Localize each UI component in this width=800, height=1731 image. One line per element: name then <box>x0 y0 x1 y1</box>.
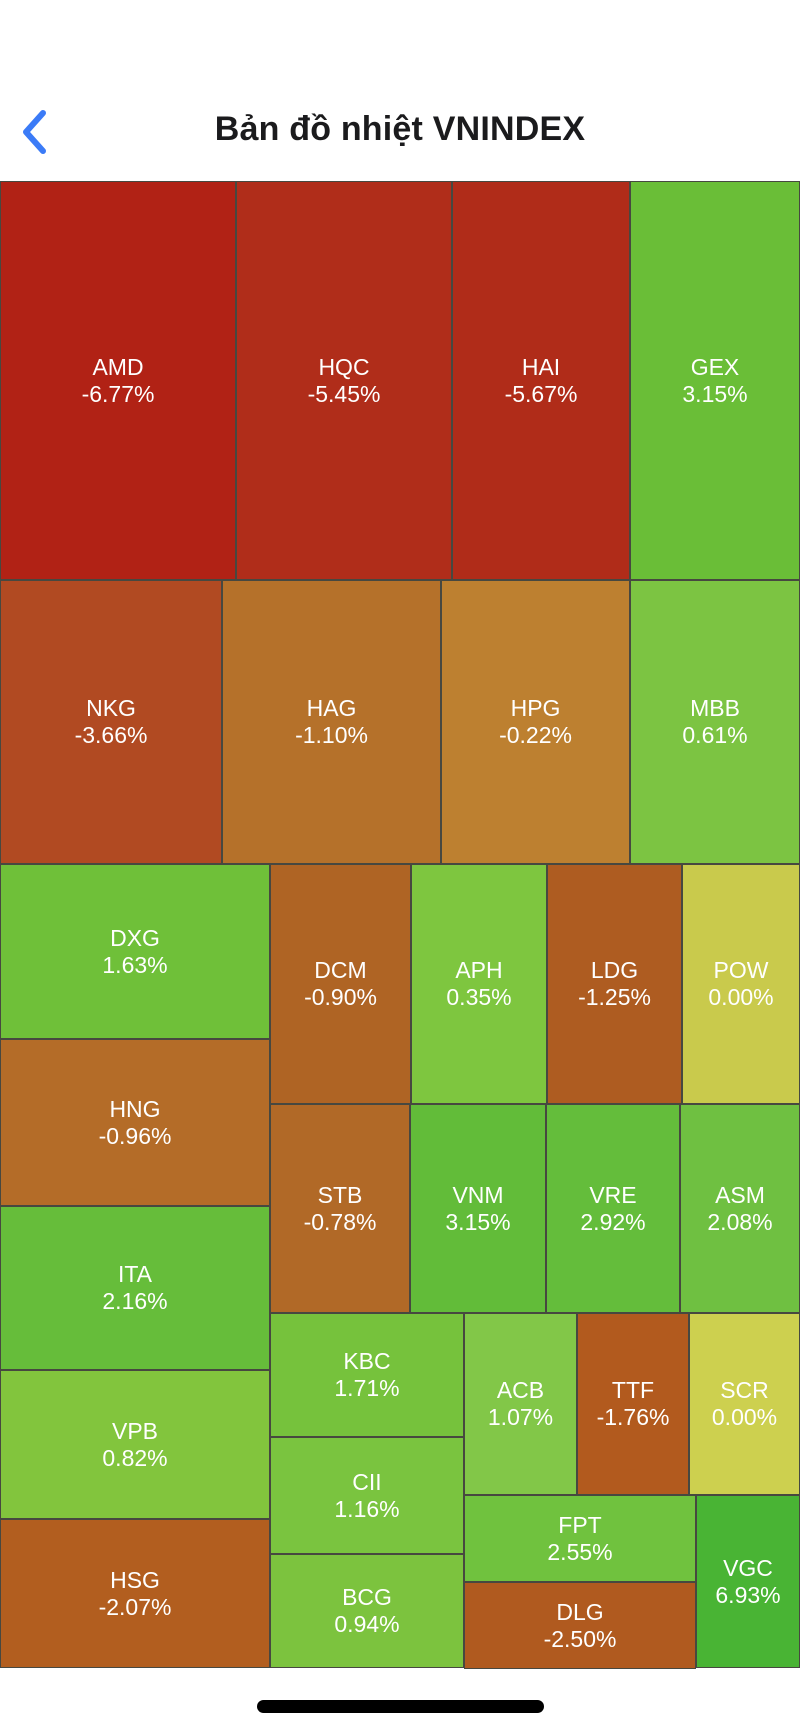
tile-ticker: DXG <box>110 924 160 951</box>
tile-change: -5.45% <box>307 380 381 407</box>
tile-ticker: CII <box>352 1468 382 1495</box>
tile-MBB[interactable]: MBB 0.61% <box>630 580 800 864</box>
tile-GEX[interactable]: GEX 3.15% <box>630 181 800 580</box>
tile-ticker: STB <box>317 1181 363 1208</box>
tile-HQC[interactable]: HQC -5.45% <box>236 181 452 580</box>
tile-ticker: POW <box>713 957 769 983</box>
tile-ticker: VRE <box>589 1181 637 1208</box>
tile-ASM[interactable]: ASM 2.08% <box>680 1104 800 1313</box>
page-title: Bản đồ nhiệt VNINDEX <box>214 110 586 148</box>
tile-change: -1.25% <box>578 984 651 1010</box>
tile-ticker: HQC <box>318 353 370 380</box>
tile-TTF[interactable]: TTF -1.76% <box>577 1313 689 1495</box>
tile-change: 3.15% <box>445 1208 511 1235</box>
tile-ticker: HNG <box>109 1095 161 1122</box>
tile-HPG[interactable]: HPG -0.22% <box>441 580 630 864</box>
tile-change: 2.92% <box>580 1208 646 1235</box>
tile-HAI[interactable]: HAI -5.67% <box>452 181 630 580</box>
tile-change: 0.35% <box>446 984 512 1010</box>
tile-NKG[interactable]: NKG -3.66% <box>0 580 222 864</box>
tile-ticker: ACB <box>496 1377 545 1403</box>
tile-change: 3.15% <box>682 380 748 407</box>
tile-ticker: HAI <box>521 353 561 380</box>
tile-ticker: HSG <box>110 1566 160 1593</box>
tile-ticker: TTF <box>611 1377 655 1403</box>
tile-LDG[interactable]: LDG -1.25% <box>547 864 682 1104</box>
tile-HNG[interactable]: HNG -0.96% <box>0 1039 270 1206</box>
tile-change: 1.07% <box>487 1404 554 1430</box>
tile-VNM[interactable]: VNM 3.15% <box>410 1104 546 1313</box>
tile-ticker: DCM <box>314 957 367 983</box>
tile-ticker: MBB <box>690 695 740 721</box>
tile-STB[interactable]: STB -0.78% <box>270 1104 410 1313</box>
tile-change: -0.96% <box>98 1122 172 1149</box>
tile-change: -1.10% <box>295 722 368 748</box>
tile-change: -3.66% <box>74 722 148 748</box>
tile-ticker: BCG <box>342 1584 392 1610</box>
tile-VRE[interactable]: VRE 2.92% <box>546 1104 680 1313</box>
tile-KBC[interactable]: KBC 1.71% <box>270 1313 464 1437</box>
tile-change: 2.55% <box>547 1538 613 1565</box>
tile-ticker: DLG <box>556 1598 604 1625</box>
tile-BCG[interactable]: BCG 0.94% <box>270 1554 464 1668</box>
tile-change: -6.77% <box>81 380 155 407</box>
tile-change: 0.00% <box>708 984 774 1010</box>
tile-change: -2.50% <box>543 1625 617 1652</box>
tile-ticker: GEX <box>690 353 740 380</box>
tile-ticker: NKG <box>86 695 136 721</box>
tile-ticker: LDG <box>590 957 639 983</box>
tile-POW[interactable]: POW 0.00% <box>682 864 800 1104</box>
tile-DLG[interactable]: DLG -2.50% <box>464 1582 696 1669</box>
home-indicator-bar[interactable] <box>257 1700 544 1713</box>
tile-change: 2.08% <box>707 1208 773 1235</box>
chevron-left-icon <box>20 109 48 155</box>
tile-ticker: KBC <box>343 1348 391 1374</box>
tile-DCM[interactable]: DCM -0.90% <box>270 864 411 1104</box>
tile-change: 0.82% <box>102 1444 168 1471</box>
tile-change: 1.63% <box>102 951 168 978</box>
tile-ticker: VPB <box>111 1417 159 1444</box>
tile-APH[interactable]: APH 0.35% <box>411 864 547 1104</box>
tile-change: 0.94% <box>334 1611 400 1637</box>
tile-ticker: HAG <box>306 695 357 721</box>
tile-change: 1.16% <box>334 1495 400 1522</box>
tile-change: -0.22% <box>499 722 572 748</box>
tile-change: -5.67% <box>504 380 578 407</box>
tile-ticker: APH <box>455 957 503 983</box>
tile-VPB[interactable]: VPB 0.82% <box>0 1370 270 1519</box>
tile-change: 6.93% <box>715 1581 781 1608</box>
back-button[interactable] <box>10 100 58 164</box>
tile-FPT[interactable]: FPT 2.55% <box>464 1495 696 1582</box>
tile-ticker: AMD <box>92 353 144 380</box>
tile-SCR[interactable]: SCR 0.00% <box>689 1313 800 1495</box>
tile-ITA[interactable]: ITA 2.16% <box>0 1206 270 1370</box>
tile-ticker: HPG <box>510 695 561 721</box>
nav-header: Bản đồ nhiệt VNINDEX <box>0 0 800 181</box>
tile-ticker: SCR <box>720 1377 769 1403</box>
tile-ACB[interactable]: ACB 1.07% <box>464 1313 577 1495</box>
tile-ticker: VGC <box>723 1554 773 1581</box>
tile-change: -1.76% <box>596 1404 670 1430</box>
tile-HAG[interactable]: HAG -1.10% <box>222 580 441 864</box>
tile-ticker: FPT <box>558 1511 602 1538</box>
tile-change: 1.71% <box>334 1375 400 1401</box>
vnindex-heatmap: AMD -6.77% HQC -5.45% HAI -5.67% GEX 3.15% NKG -3… <box>0 181 800 1669</box>
tile-change: -0.78% <box>303 1208 377 1235</box>
tile-change: 0.00% <box>711 1404 778 1430</box>
tile-change: -0.90% <box>304 984 377 1010</box>
tile-HSG[interactable]: HSG -2.07% <box>0 1519 270 1668</box>
tile-ticker: ITA <box>117 1261 153 1287</box>
tile-ticker: VNM <box>452 1181 504 1208</box>
tile-ticker: ASM <box>715 1181 765 1208</box>
tile-change: 0.61% <box>682 722 748 748</box>
tile-VGC[interactable]: VGC 6.93% <box>696 1495 800 1668</box>
tile-change: -2.07% <box>98 1593 172 1620</box>
tile-AMD[interactable]: AMD -6.77% <box>0 181 236 580</box>
tile-change: 2.16% <box>102 1288 168 1314</box>
tile-CII[interactable]: CII 1.16% <box>270 1437 464 1554</box>
tile-DXG[interactable]: DXG 1.63% <box>0 864 270 1039</box>
